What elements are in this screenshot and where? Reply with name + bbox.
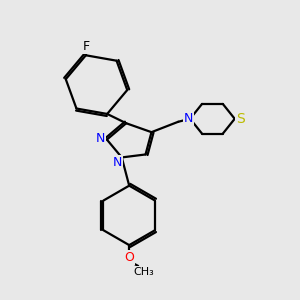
Text: N: N [112,156,122,169]
Text: N: N [184,112,193,125]
Text: S: S [236,112,245,126]
Text: O: O [124,251,134,264]
Text: N: N [96,132,105,145]
Text: CH₃: CH₃ [134,267,154,277]
Text: F: F [82,40,89,53]
